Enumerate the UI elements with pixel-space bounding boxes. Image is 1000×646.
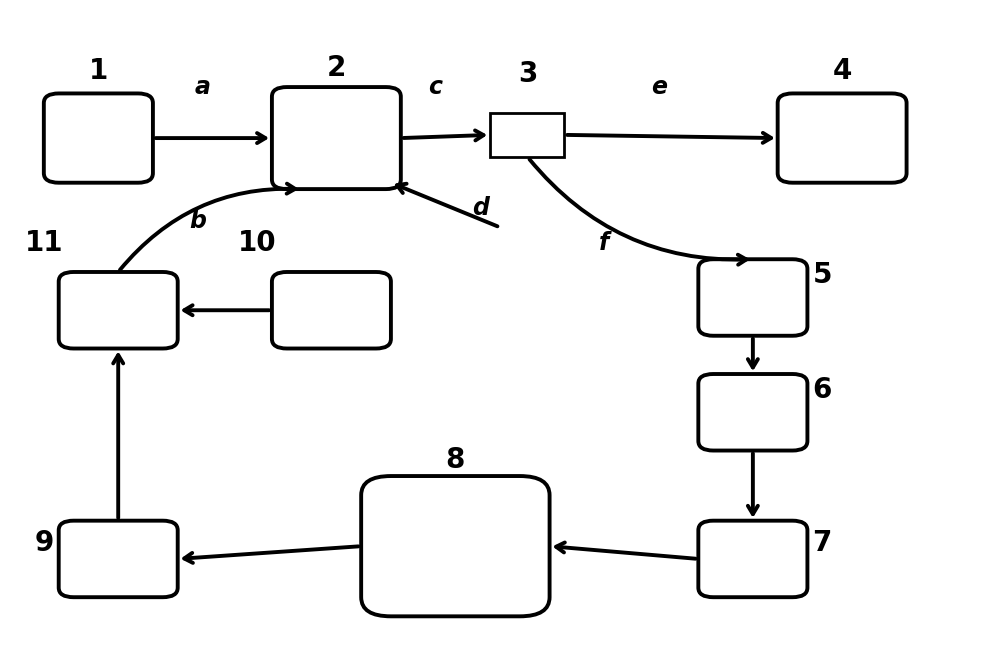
Text: 8: 8 [446, 446, 465, 474]
Text: 6: 6 [813, 376, 832, 404]
FancyBboxPatch shape [272, 87, 401, 189]
Text: 2: 2 [327, 54, 346, 82]
Text: 5: 5 [813, 261, 832, 289]
Text: e: e [651, 75, 667, 99]
FancyBboxPatch shape [698, 259, 807, 336]
Text: c: c [429, 75, 443, 99]
Text: 11: 11 [25, 229, 63, 257]
FancyBboxPatch shape [778, 94, 907, 183]
Bar [490, 112, 564, 157]
FancyBboxPatch shape [698, 521, 807, 597]
Text: 1: 1 [89, 57, 108, 85]
Text: 9: 9 [34, 529, 53, 557]
Text: 7: 7 [813, 529, 832, 557]
FancyBboxPatch shape [44, 94, 153, 183]
Text: 10: 10 [238, 229, 276, 257]
Text: b: b [189, 209, 206, 233]
Text: d: d [472, 196, 489, 220]
Text: 3: 3 [518, 60, 537, 89]
FancyBboxPatch shape [698, 374, 807, 450]
FancyBboxPatch shape [361, 476, 550, 616]
Text: a: a [195, 75, 211, 99]
FancyBboxPatch shape [59, 272, 178, 348]
FancyBboxPatch shape [59, 521, 178, 597]
Text: 4: 4 [832, 57, 852, 85]
FancyBboxPatch shape [272, 272, 391, 348]
Text: f: f [599, 231, 609, 255]
